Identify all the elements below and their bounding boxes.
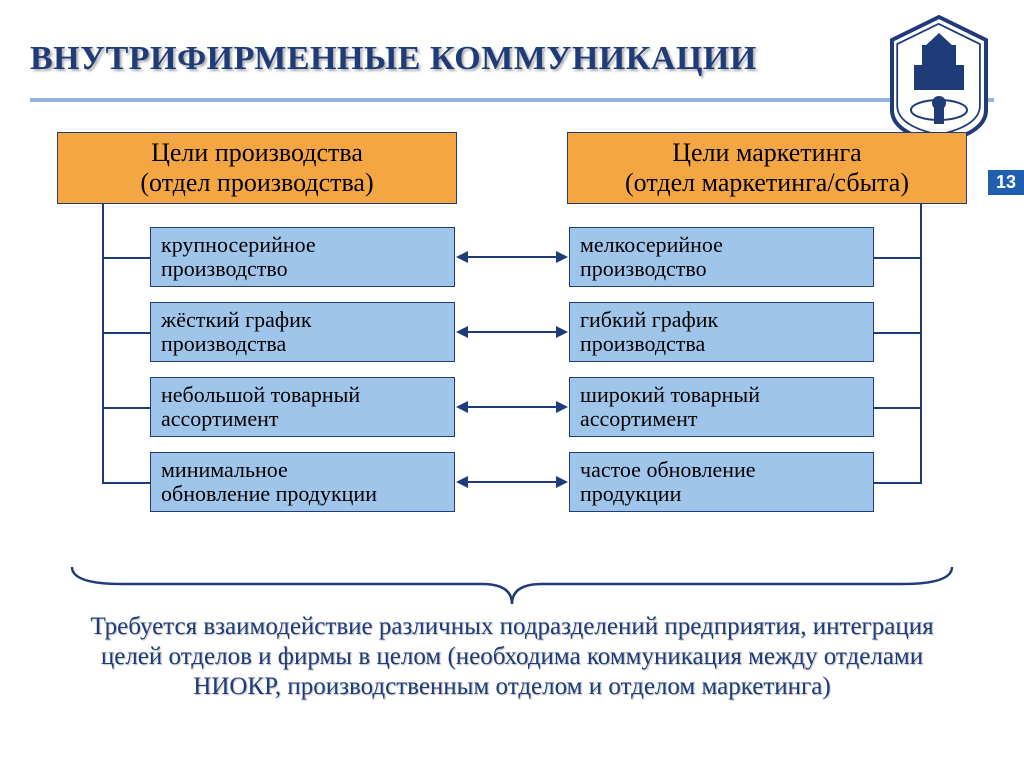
item-line1: гибкий график [580, 308, 863, 332]
right-item-1: мелкосерийное производство [569, 227, 874, 287]
connector-stem-right [920, 204, 922, 484]
item-line1: частое обновление [580, 458, 863, 482]
connector-stem-left [102, 204, 104, 484]
connector-branch [102, 332, 150, 334]
left-item-4: минимальное обновление продукции [150, 452, 455, 512]
right-item-2: гибкий график производства [569, 302, 874, 362]
footer-line2: целей отделов и фирмы в целом (необходим… [42, 642, 982, 672]
header-line2: (отдел производства) [140, 168, 373, 198]
header-line1: Цели маркетинга [672, 138, 861, 168]
double-arrow-icon [456, 474, 568, 490]
connector-branch [874, 257, 922, 259]
footer-line3: НИОКР, производственным отделом и отдело… [42, 672, 982, 702]
connector-branch [102, 482, 150, 484]
left-item-1: крупносерийное производство [150, 227, 455, 287]
item-line2: производства [161, 332, 444, 356]
left-item-2: жёсткий график производства [150, 302, 455, 362]
left-item-3: небольшой товарный ассортимент [150, 377, 455, 437]
item-line1: небольшой товарный [161, 383, 444, 407]
item-line1: мелкосерийное [580, 233, 863, 257]
item-line2: ассортимент [161, 407, 444, 431]
double-arrow-icon [456, 324, 568, 340]
header-line1: Цели производства [151, 138, 363, 168]
item-line2: обновление продукции [161, 482, 444, 506]
connector-branch [102, 257, 150, 259]
header-line2: (отдел маркетинга/сбыта) [625, 168, 909, 198]
item-line2: производства [580, 332, 863, 356]
connector-branch [874, 332, 922, 334]
item-line1: жёсткий график [161, 308, 444, 332]
item-line2: продукции [580, 482, 863, 506]
connector-branch [874, 407, 922, 409]
item-line2: ассортимент [580, 407, 863, 431]
connector-branch [874, 482, 922, 484]
item-line1: минимальное [161, 458, 444, 482]
header-marketing: Цели маркетинга (отдел маркетинга/сбыта) [567, 132, 967, 204]
item-line2: производство [580, 257, 863, 281]
item-line1: широкий товарный [580, 383, 863, 407]
item-line1: крупносерийное [161, 233, 444, 257]
slide-title: ВНУТРИФИРМЕННЫЕ КОММУНИКАЦИИ [30, 40, 994, 78]
header-production: Цели производства (отдел производства) [57, 132, 457, 204]
diagram: Цели производства (отдел производства) Ц… [32, 132, 992, 552]
item-line2: производство [161, 257, 444, 281]
double-arrow-icon [456, 249, 568, 265]
title-underline [30, 98, 994, 102]
right-item-4: частое обновление продукции [569, 452, 874, 512]
university-logo [884, 15, 994, 145]
footer-note: Требуется взаимодействие различных подра… [42, 612, 982, 702]
curly-brace-icon [62, 562, 962, 612]
footer-line1: Требуется взаимодействие различных подра… [42, 612, 982, 642]
page-number-badge: 13 [988, 170, 1024, 195]
double-arrow-icon [456, 399, 568, 415]
slide: ВНУТРИФИРМЕННЫЕ КОММУНИКАЦИИ 13 Цели про… [0, 0, 1024, 767]
connector-branch [102, 407, 150, 409]
right-item-3: широкий товарный ассортимент [569, 377, 874, 437]
